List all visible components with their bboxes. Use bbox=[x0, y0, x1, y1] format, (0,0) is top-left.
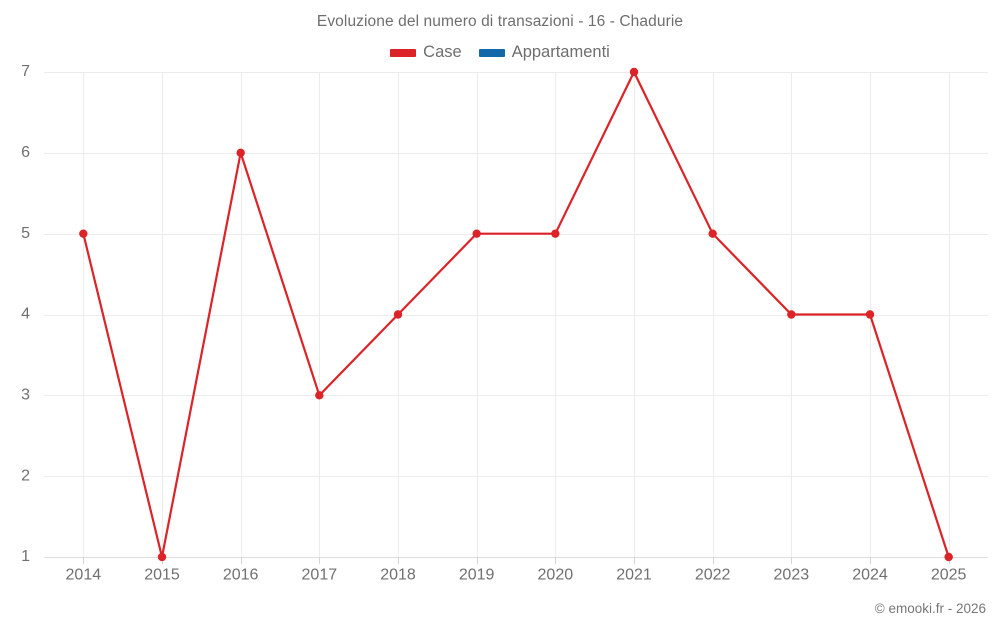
series-line-case bbox=[82, 70, 950, 559]
x-axis-tick-label: 2023 bbox=[774, 566, 810, 583]
data-point-marker[interactable] bbox=[236, 148, 245, 158]
x-axis-tick-label: 2016 bbox=[223, 566, 259, 583]
x-axis-tick-label: 2015 bbox=[144, 566, 180, 583]
chart-title: Evoluzione del numero di transazioni - 1… bbox=[316, 13, 684, 30]
legend-item-case[interactable]: Case bbox=[390, 43, 462, 62]
legend-swatch-appartamenti-icon bbox=[478, 48, 505, 57]
legend-item-appartamenti[interactable]: Appartamenti bbox=[478, 43, 610, 62]
legend-swatch-case-icon bbox=[390, 48, 417, 57]
data-point-marker[interactable] bbox=[708, 229, 717, 238]
x-axis-tick-label: 2019 bbox=[459, 566, 495, 583]
y-axis-tick-label: 6 bbox=[21, 144, 30, 161]
axis-ticks-group bbox=[83, 557, 950, 564]
legend-label-appartamenti: Appartamenti bbox=[511, 43, 610, 61]
data-point-marker[interactable] bbox=[472, 229, 481, 238]
y-axis-tick-label: 7 bbox=[21, 63, 30, 80]
y-axis-tick-label: 1 bbox=[21, 548, 30, 565]
chart-legend: Case Appartamenti bbox=[0, 43, 1000, 62]
data-point-marker[interactable] bbox=[551, 229, 560, 238]
legend-label-case: Case bbox=[423, 43, 462, 61]
data-point-marker[interactable] bbox=[315, 391, 324, 400]
data-series-group bbox=[79, 67, 953, 562]
x-axis-tick-label: 2018 bbox=[380, 566, 416, 583]
data-point-marker[interactable] bbox=[393, 310, 403, 319]
data-point-marker[interactable] bbox=[79, 229, 88, 238]
x-axis-tick-label: 2025 bbox=[931, 566, 967, 583]
x-axis-tick-label: 2022 bbox=[695, 566, 731, 583]
copyright-credit: © emooki.fr - 2026 bbox=[874, 601, 986, 616]
data-point-marker[interactable] bbox=[865, 310, 875, 319]
x-axis-tick-label: 2020 bbox=[538, 566, 574, 583]
x-axis-tick-label: 2021 bbox=[616, 566, 652, 583]
data-point-marker[interactable] bbox=[157, 552, 167, 562]
x-axis-tick-label: 2017 bbox=[302, 566, 338, 583]
data-point-marker[interactable] bbox=[787, 310, 796, 319]
x-axis-tick-label: 2014 bbox=[66, 566, 102, 583]
y-axis-tick-label: 2 bbox=[21, 467, 30, 484]
x-axis-tick-label: 2024 bbox=[852, 566, 888, 583]
y-axis-labels: 1 2 3 4 5 6 7 bbox=[21, 63, 30, 565]
data-point-marker[interactable] bbox=[629, 67, 639, 77]
y-axis-tick-label: 4 bbox=[21, 306, 30, 323]
data-point-marker[interactable] bbox=[944, 552, 953, 562]
y-axis-tick-label: 3 bbox=[21, 387, 30, 404]
y-axis-tick-label: 5 bbox=[21, 225, 30, 242]
x-axis-labels: 2014 2015 2016 2017 2018 2019 2020 2021 2022 2023… bbox=[66, 566, 967, 583]
